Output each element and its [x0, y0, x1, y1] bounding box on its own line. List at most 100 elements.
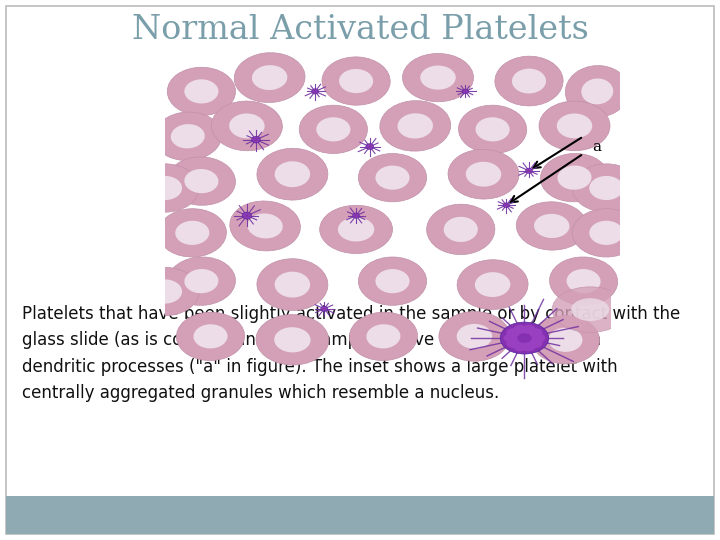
Ellipse shape — [516, 202, 588, 250]
Circle shape — [522, 342, 536, 352]
Ellipse shape — [158, 208, 226, 257]
Ellipse shape — [359, 153, 427, 202]
Circle shape — [320, 306, 328, 312]
Circle shape — [353, 213, 359, 218]
Ellipse shape — [256, 315, 329, 365]
Text: a: a — [593, 140, 602, 153]
Circle shape — [253, 137, 256, 139]
Ellipse shape — [316, 117, 351, 141]
Circle shape — [500, 322, 549, 354]
Ellipse shape — [194, 324, 228, 348]
Ellipse shape — [274, 327, 310, 353]
Circle shape — [242, 212, 252, 219]
Circle shape — [354, 217, 356, 218]
Circle shape — [528, 328, 543, 338]
Ellipse shape — [459, 105, 527, 153]
Ellipse shape — [248, 213, 283, 239]
Ellipse shape — [531, 316, 600, 364]
Ellipse shape — [427, 204, 495, 254]
Circle shape — [370, 144, 372, 146]
Ellipse shape — [167, 257, 235, 305]
Circle shape — [366, 146, 369, 147]
Ellipse shape — [549, 328, 582, 352]
Circle shape — [312, 91, 314, 92]
Ellipse shape — [176, 312, 245, 361]
Circle shape — [503, 203, 510, 208]
Ellipse shape — [571, 298, 609, 321]
Circle shape — [370, 147, 372, 149]
Circle shape — [464, 92, 465, 93]
Circle shape — [253, 140, 256, 142]
Circle shape — [506, 204, 508, 205]
Circle shape — [325, 308, 327, 309]
Ellipse shape — [557, 113, 593, 138]
Ellipse shape — [257, 259, 328, 310]
Circle shape — [506, 328, 520, 338]
Ellipse shape — [339, 69, 373, 93]
Circle shape — [528, 339, 543, 348]
Ellipse shape — [589, 221, 624, 245]
Bar — [6, 496, 714, 534]
Ellipse shape — [148, 279, 182, 303]
Circle shape — [251, 136, 261, 143]
Ellipse shape — [184, 169, 218, 193]
Ellipse shape — [148, 176, 182, 200]
Circle shape — [504, 334, 518, 342]
Ellipse shape — [167, 68, 235, 116]
Circle shape — [530, 170, 532, 171]
Circle shape — [526, 168, 533, 173]
Circle shape — [522, 325, 536, 334]
Circle shape — [256, 140, 258, 142]
Circle shape — [247, 217, 249, 218]
Ellipse shape — [234, 53, 305, 103]
Ellipse shape — [184, 79, 218, 104]
Circle shape — [531, 334, 545, 342]
Circle shape — [245, 217, 247, 218]
Ellipse shape — [184, 269, 218, 293]
Ellipse shape — [466, 162, 501, 187]
Ellipse shape — [572, 208, 641, 257]
Ellipse shape — [565, 65, 629, 117]
Ellipse shape — [552, 287, 628, 333]
Ellipse shape — [375, 269, 410, 293]
Circle shape — [513, 325, 527, 334]
Circle shape — [368, 144, 369, 146]
Circle shape — [313, 90, 315, 91]
Circle shape — [529, 172, 531, 173]
Circle shape — [527, 172, 528, 173]
Ellipse shape — [534, 214, 570, 238]
Ellipse shape — [131, 164, 199, 212]
Circle shape — [466, 92, 467, 93]
Circle shape — [462, 89, 469, 94]
Circle shape — [253, 139, 254, 140]
Ellipse shape — [366, 324, 400, 348]
Circle shape — [463, 91, 464, 92]
Ellipse shape — [444, 217, 478, 242]
Circle shape — [323, 309, 324, 310]
Ellipse shape — [252, 65, 287, 90]
Ellipse shape — [131, 267, 199, 316]
Ellipse shape — [557, 166, 592, 190]
Text: Platelets that have been slightly activated in the sample or by contact with the: Platelets that have been slightly activa… — [22, 305, 680, 402]
Ellipse shape — [495, 56, 563, 106]
Circle shape — [354, 214, 356, 215]
Ellipse shape — [274, 272, 310, 298]
Ellipse shape — [322, 57, 390, 105]
Circle shape — [368, 147, 369, 149]
Circle shape — [321, 308, 323, 309]
Circle shape — [323, 307, 324, 308]
Text: Normal Activated Platelets: Normal Activated Platelets — [132, 14, 588, 46]
Ellipse shape — [300, 105, 367, 153]
Circle shape — [247, 213, 249, 214]
Circle shape — [245, 213, 247, 214]
Circle shape — [243, 215, 246, 217]
Ellipse shape — [512, 69, 546, 93]
Ellipse shape — [439, 312, 510, 361]
Circle shape — [325, 309, 326, 310]
Ellipse shape — [257, 148, 328, 200]
Ellipse shape — [475, 272, 510, 297]
Ellipse shape — [549, 257, 618, 305]
Ellipse shape — [567, 269, 600, 293]
Ellipse shape — [230, 201, 300, 251]
Ellipse shape — [175, 221, 210, 245]
